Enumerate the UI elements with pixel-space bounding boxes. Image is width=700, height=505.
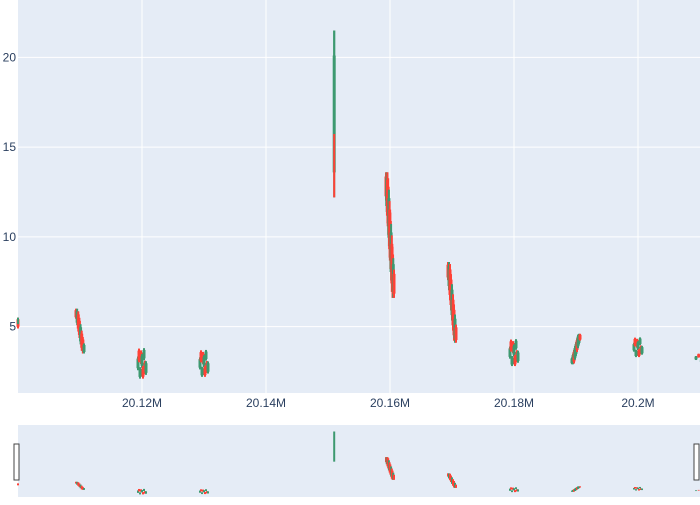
candle-body[interactable]	[139, 369, 142, 377]
rangeslider-handle-left[interactable]	[14, 444, 19, 480]
candle-body[interactable]	[579, 335, 582, 340]
candle-body[interactable]	[635, 351, 638, 356]
candle-body[interactable]	[695, 357, 698, 360]
candle-body[interactable]	[83, 345, 86, 352]
candle-body[interactable]	[517, 352, 520, 360]
x-tick-label: 20.14M	[246, 396, 286, 410]
y-tick-label: 10	[3, 230, 17, 244]
candle-body[interactable]	[641, 347, 644, 353]
x-tick-label: 20.18M	[494, 396, 534, 410]
candle-body[interactable]	[515, 341, 518, 348]
candle-body[interactable]	[143, 350, 146, 358]
candle-body[interactable]	[393, 274, 396, 294]
y-axis-ticks: 5 10 15 20	[3, 50, 17, 333]
rangeslider-handle-right[interactable]	[694, 444, 699, 480]
candle-body[interactable]	[207, 363, 210, 371]
y-tick-label: 5	[9, 320, 16, 334]
candle-body[interactable]	[455, 327, 458, 340]
candle-body[interactable]	[201, 368, 204, 375]
x-tick-label: 20.16M	[370, 396, 410, 410]
x-axis-ticks: 20.12M 20.14M 20.16M 20.18M 20.2M	[122, 396, 655, 410]
candle-body[interactable]	[639, 339, 642, 344]
candle-body[interactable]	[511, 357, 514, 364]
x-tick-label: 20.12M	[122, 396, 162, 410]
x-tick-label: 20.2M	[621, 396, 654, 410]
plot-area-background	[18, 0, 700, 393]
y-tick-label: 20	[3, 50, 17, 64]
rangeslider-background[interactable]	[18, 425, 700, 497]
candle-body[interactable]	[205, 352, 208, 359]
candle-body[interactable]	[145, 363, 148, 373]
y-tick-label: 15	[3, 140, 17, 154]
